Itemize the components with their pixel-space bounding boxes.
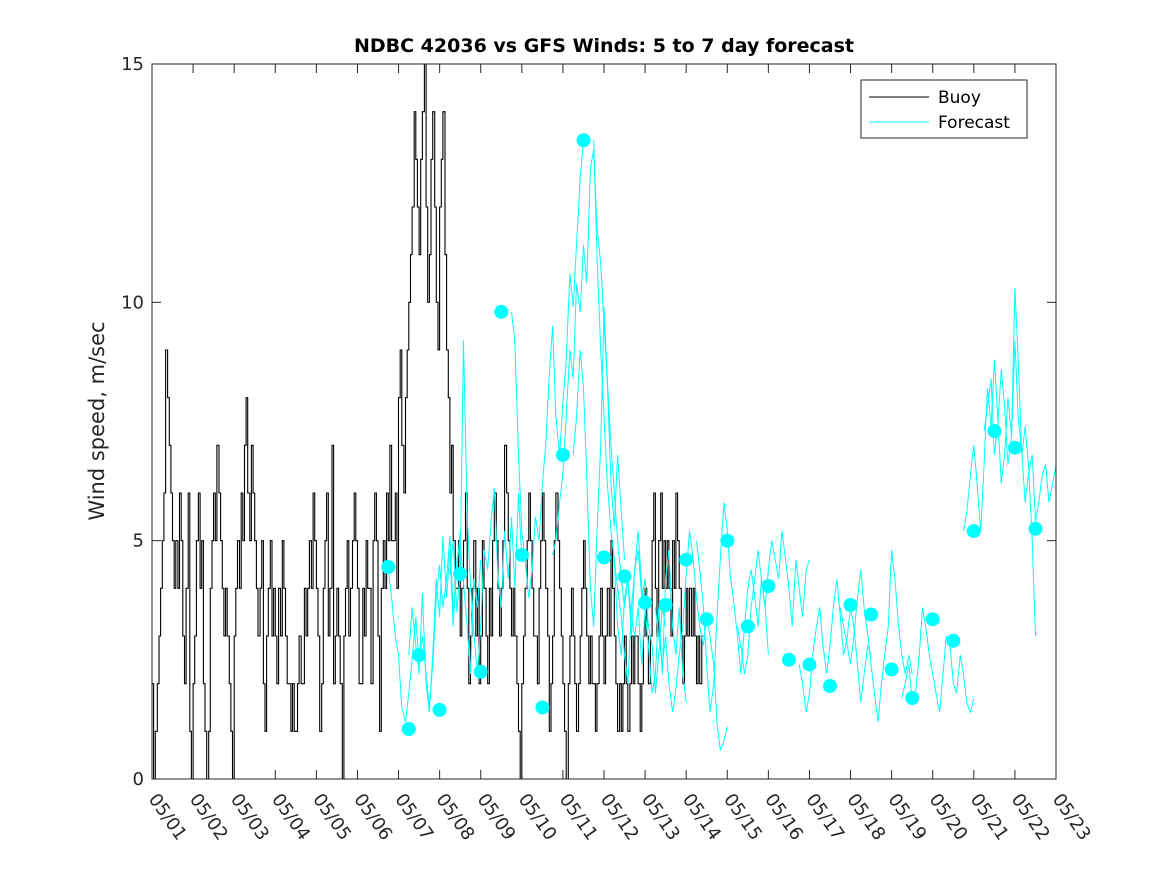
forecast-run-line-6 — [572, 307, 646, 637]
forecast-marker — [432, 702, 447, 717]
forecast-marker — [535, 700, 550, 715]
forecast-marker — [1007, 440, 1022, 455]
forecast-marker — [781, 652, 796, 667]
forecast-run-line-10 — [696, 502, 769, 713]
y-tick-label: 10 — [121, 292, 144, 313]
y-tick-label: 0 — [133, 769, 144, 790]
forecast-marker — [925, 612, 940, 627]
forecast-marker — [864, 607, 879, 622]
y-tick-label: 15 — [121, 54, 144, 75]
forecast-marker — [401, 722, 416, 736]
forecast-marker — [946, 633, 961, 648]
legend-forecast-label: Forecast — [938, 113, 1010, 133]
forecast-run-line-4 — [511, 140, 584, 598]
forecast-marker — [802, 657, 817, 672]
axis-ticks — [151, 63, 1057, 780]
forecast-markers — [381, 133, 1043, 736]
forecast-marker — [843, 598, 858, 612]
legend: Buoy Forecast — [860, 79, 1028, 139]
forecast-marker — [453, 567, 468, 581]
legend-box — [860, 79, 1028, 139]
forecast-marker — [617, 569, 632, 584]
forecast-marker — [679, 552, 694, 567]
forecast-marker — [597, 550, 611, 565]
forecast-run-line-13 — [839, 550, 913, 722]
y-tick-label: 5 — [133, 531, 144, 552]
forecast-marker — [494, 304, 509, 319]
forecast-marker — [884, 662, 899, 677]
forecast-run-line-16 — [983, 287, 1056, 522]
forecast-marker — [412, 648, 427, 663]
forecast-marker — [381, 559, 396, 574]
forecast-marker — [987, 424, 1002, 438]
forecast-marker — [720, 533, 735, 548]
forecast-marker — [658, 598, 673, 612]
forecast-marker — [905, 691, 920, 705]
forecast-run-line-12 — [798, 578, 872, 713]
forecast-run-line-7 — [593, 140, 667, 694]
series-layer — [152, 64, 1056, 779]
legend-buoy-label: Buoy — [938, 88, 981, 108]
forecast-marker — [514, 548, 529, 562]
forecast-marker — [740, 619, 755, 634]
y-axis-label: Wind speed, m/sec — [85, 321, 109, 520]
forecast-marker — [555, 447, 570, 462]
forecast-marker — [473, 664, 488, 679]
forecast-marker — [823, 679, 837, 693]
forecast-marker — [761, 579, 776, 593]
forecast-run-line-3 — [449, 340, 523, 675]
forecast-marker — [1028, 521, 1043, 536]
chart-title: NDBC 42036 vs GFS Winds: 5 to 7 day fore… — [354, 35, 854, 57]
forecast-run-line-15 — [963, 340, 1036, 637]
forecast-marker — [576, 133, 591, 148]
forecast-run-line-5 — [552, 149, 625, 560]
forecast-marker — [966, 524, 981, 539]
forecast-run-line-8 — [613, 550, 687, 703]
forecast-run-line-2 — [408, 535, 482, 713]
forecast-marker — [638, 595, 653, 610]
forecast-run-line-9 — [654, 531, 728, 751]
forecast-marker — [699, 612, 714, 627]
